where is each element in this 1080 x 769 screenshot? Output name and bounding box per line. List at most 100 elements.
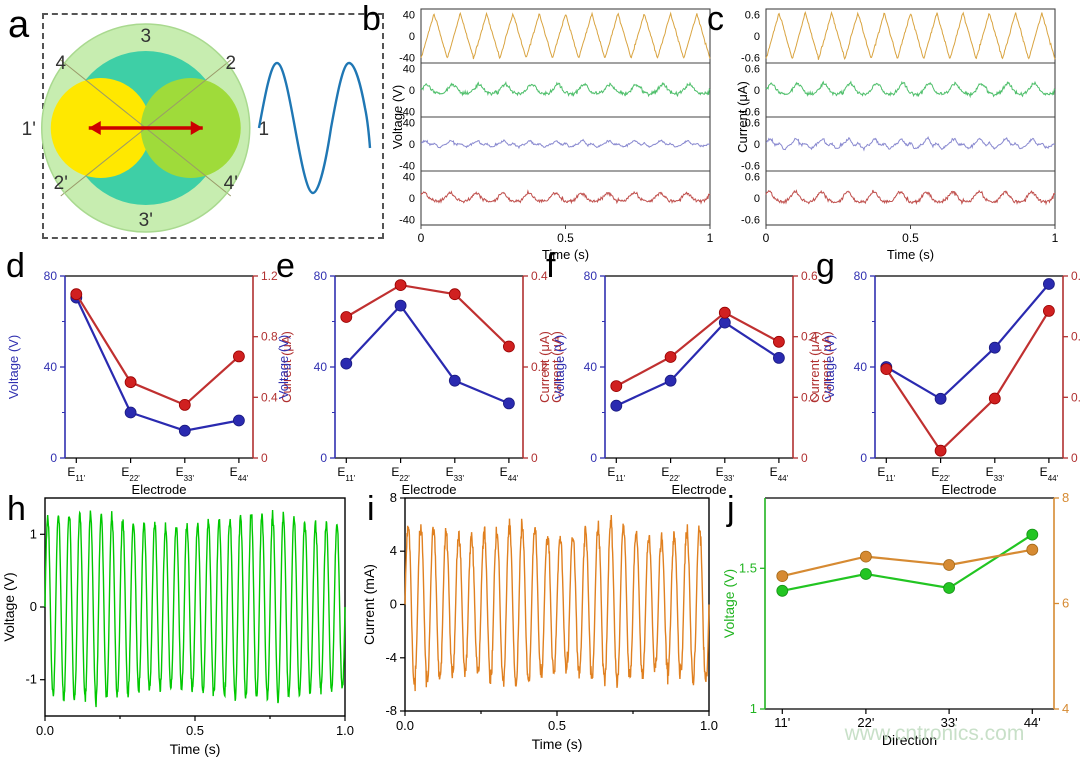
svg-text:Voltage (V): Voltage (V) xyxy=(721,569,737,638)
svg-text:E33': E33' xyxy=(176,465,195,483)
svg-text:1: 1 xyxy=(1052,231,1059,245)
svg-text:1: 1 xyxy=(707,231,714,245)
svg-text:1.0: 1.0 xyxy=(336,723,354,738)
svg-text:j: j xyxy=(726,490,735,528)
svg-text:1: 1 xyxy=(750,701,757,716)
svg-text:0: 0 xyxy=(754,85,760,97)
svg-text:1': 1' xyxy=(22,119,36,140)
svg-text:2: 2 xyxy=(225,53,236,74)
svg-text:Current (μA): Current (μA) xyxy=(807,331,822,403)
svg-text:0.5: 0.5 xyxy=(548,718,566,733)
svg-text:-8: -8 xyxy=(385,703,397,718)
svg-text:4: 4 xyxy=(1062,701,1069,716)
svg-text:0: 0 xyxy=(261,451,268,465)
svg-text:d: d xyxy=(6,247,25,285)
svg-text:6: 6 xyxy=(1062,596,1069,611)
svg-text:0: 0 xyxy=(590,451,597,465)
svg-text:Current (μA): Current (μA) xyxy=(735,81,750,153)
svg-text:E44': E44' xyxy=(230,465,249,483)
svg-text:E33': E33' xyxy=(446,465,465,483)
svg-text:0: 0 xyxy=(320,451,327,465)
svg-text:1.0: 1.0 xyxy=(700,718,718,733)
svg-text:40: 40 xyxy=(403,171,415,183)
svg-text:Voltage (V): Voltage (V) xyxy=(552,335,567,399)
svg-text:40: 40 xyxy=(403,9,415,21)
svg-text:80: 80 xyxy=(584,269,598,283)
svg-text:-4: -4 xyxy=(385,650,397,665)
svg-text:E22': E22' xyxy=(121,465,140,483)
svg-text:0.5: 0.5 xyxy=(902,231,919,245)
svg-text:0: 0 xyxy=(409,31,415,43)
svg-text:80: 80 xyxy=(314,269,328,283)
svg-text:c: c xyxy=(707,0,724,38)
svg-text:4: 4 xyxy=(390,543,397,558)
svg-text:1: 1 xyxy=(30,526,37,541)
svg-text:Time (s): Time (s) xyxy=(532,736,583,752)
svg-text:E11': E11' xyxy=(877,465,895,483)
svg-text:E11': E11' xyxy=(607,465,625,483)
svg-text:-0.6: -0.6 xyxy=(741,215,760,227)
svg-text:www.cntronics.com: www.cntronics.com xyxy=(844,722,1025,745)
svg-text:40: 40 xyxy=(314,360,328,374)
svg-text:E11': E11' xyxy=(67,465,85,483)
svg-text:e: e xyxy=(276,247,295,285)
svg-text:0: 0 xyxy=(531,451,538,465)
svg-text:0: 0 xyxy=(860,451,867,465)
svg-text:1.5: 1.5 xyxy=(739,560,757,575)
svg-text:g: g xyxy=(816,247,835,285)
svg-text:0: 0 xyxy=(409,193,415,205)
svg-text:Time (s): Time (s) xyxy=(170,741,221,757)
svg-text:0: 0 xyxy=(409,85,415,97)
svg-text:0.6: 0.6 xyxy=(745,63,760,75)
svg-text:2': 2' xyxy=(54,173,68,194)
svg-text:E22': E22' xyxy=(931,465,950,483)
svg-text:E11': E11' xyxy=(337,465,355,483)
svg-text:Voltage (V): Voltage (V) xyxy=(6,335,21,399)
svg-text:0: 0 xyxy=(763,231,770,245)
svg-text:0.0: 0.0 xyxy=(36,723,54,738)
svg-text:Voltage (V): Voltage (V) xyxy=(390,85,405,149)
svg-text:Voltage (V): Voltage (V) xyxy=(1,572,17,641)
svg-text:i: i xyxy=(367,490,375,528)
svg-text:0.0: 0.0 xyxy=(396,718,414,733)
svg-text:0.2: 0.2 xyxy=(1071,390,1080,404)
svg-text:0.6: 0.6 xyxy=(745,171,760,183)
svg-text:E33': E33' xyxy=(716,465,735,483)
svg-text:80: 80 xyxy=(44,269,58,283)
svg-text:3: 3 xyxy=(140,26,151,47)
svg-text:4: 4 xyxy=(55,53,66,74)
svg-text:0: 0 xyxy=(754,193,760,205)
svg-text:40: 40 xyxy=(584,360,598,374)
svg-text:E44': E44' xyxy=(500,465,519,483)
svg-text:4': 4' xyxy=(224,173,238,194)
svg-text:0: 0 xyxy=(409,139,415,151)
svg-text:8: 8 xyxy=(390,490,397,505)
svg-text:0: 0 xyxy=(801,451,808,465)
svg-text:44': 44' xyxy=(1024,715,1041,730)
svg-text:Voltage (V): Voltage (V) xyxy=(822,335,837,399)
svg-text:f: f xyxy=(546,247,556,285)
svg-text:Current (mA): Current (mA) xyxy=(361,564,377,645)
svg-text:b: b xyxy=(362,0,381,38)
svg-text:0.5: 0.5 xyxy=(557,231,574,245)
svg-text:E44': E44' xyxy=(1040,465,1059,483)
svg-text:Voltage (V): Voltage (V) xyxy=(276,335,291,399)
svg-text:0.5: 0.5 xyxy=(186,723,204,738)
svg-text:0.6: 0.6 xyxy=(1071,269,1080,283)
svg-text:0.6: 0.6 xyxy=(745,9,760,21)
svg-text:-1: -1 xyxy=(25,672,37,687)
svg-text:0: 0 xyxy=(754,139,760,151)
svg-text:3': 3' xyxy=(139,210,153,231)
svg-text:E44': E44' xyxy=(770,465,789,483)
svg-text:11': 11' xyxy=(774,715,790,730)
svg-text:0: 0 xyxy=(50,451,57,465)
svg-text:h: h xyxy=(7,490,26,528)
svg-text:E22': E22' xyxy=(391,465,410,483)
svg-text:0: 0 xyxy=(30,599,37,614)
svg-text:0: 0 xyxy=(754,31,760,43)
svg-text:0: 0 xyxy=(390,597,397,612)
svg-text:0: 0 xyxy=(418,231,425,245)
svg-text:80: 80 xyxy=(854,269,868,283)
svg-text:E22': E22' xyxy=(661,465,680,483)
svg-text:40: 40 xyxy=(44,360,58,374)
